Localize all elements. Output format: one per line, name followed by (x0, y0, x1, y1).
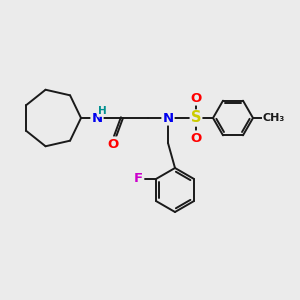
Text: CH₃: CH₃ (263, 113, 285, 123)
Text: N: N (162, 112, 174, 124)
Text: S: S (191, 110, 201, 125)
Text: O: O (107, 137, 118, 151)
Text: N: N (92, 112, 103, 124)
Text: O: O (190, 131, 202, 145)
Text: O: O (190, 92, 202, 104)
Text: H: H (98, 106, 106, 116)
Text: F: F (134, 172, 142, 185)
